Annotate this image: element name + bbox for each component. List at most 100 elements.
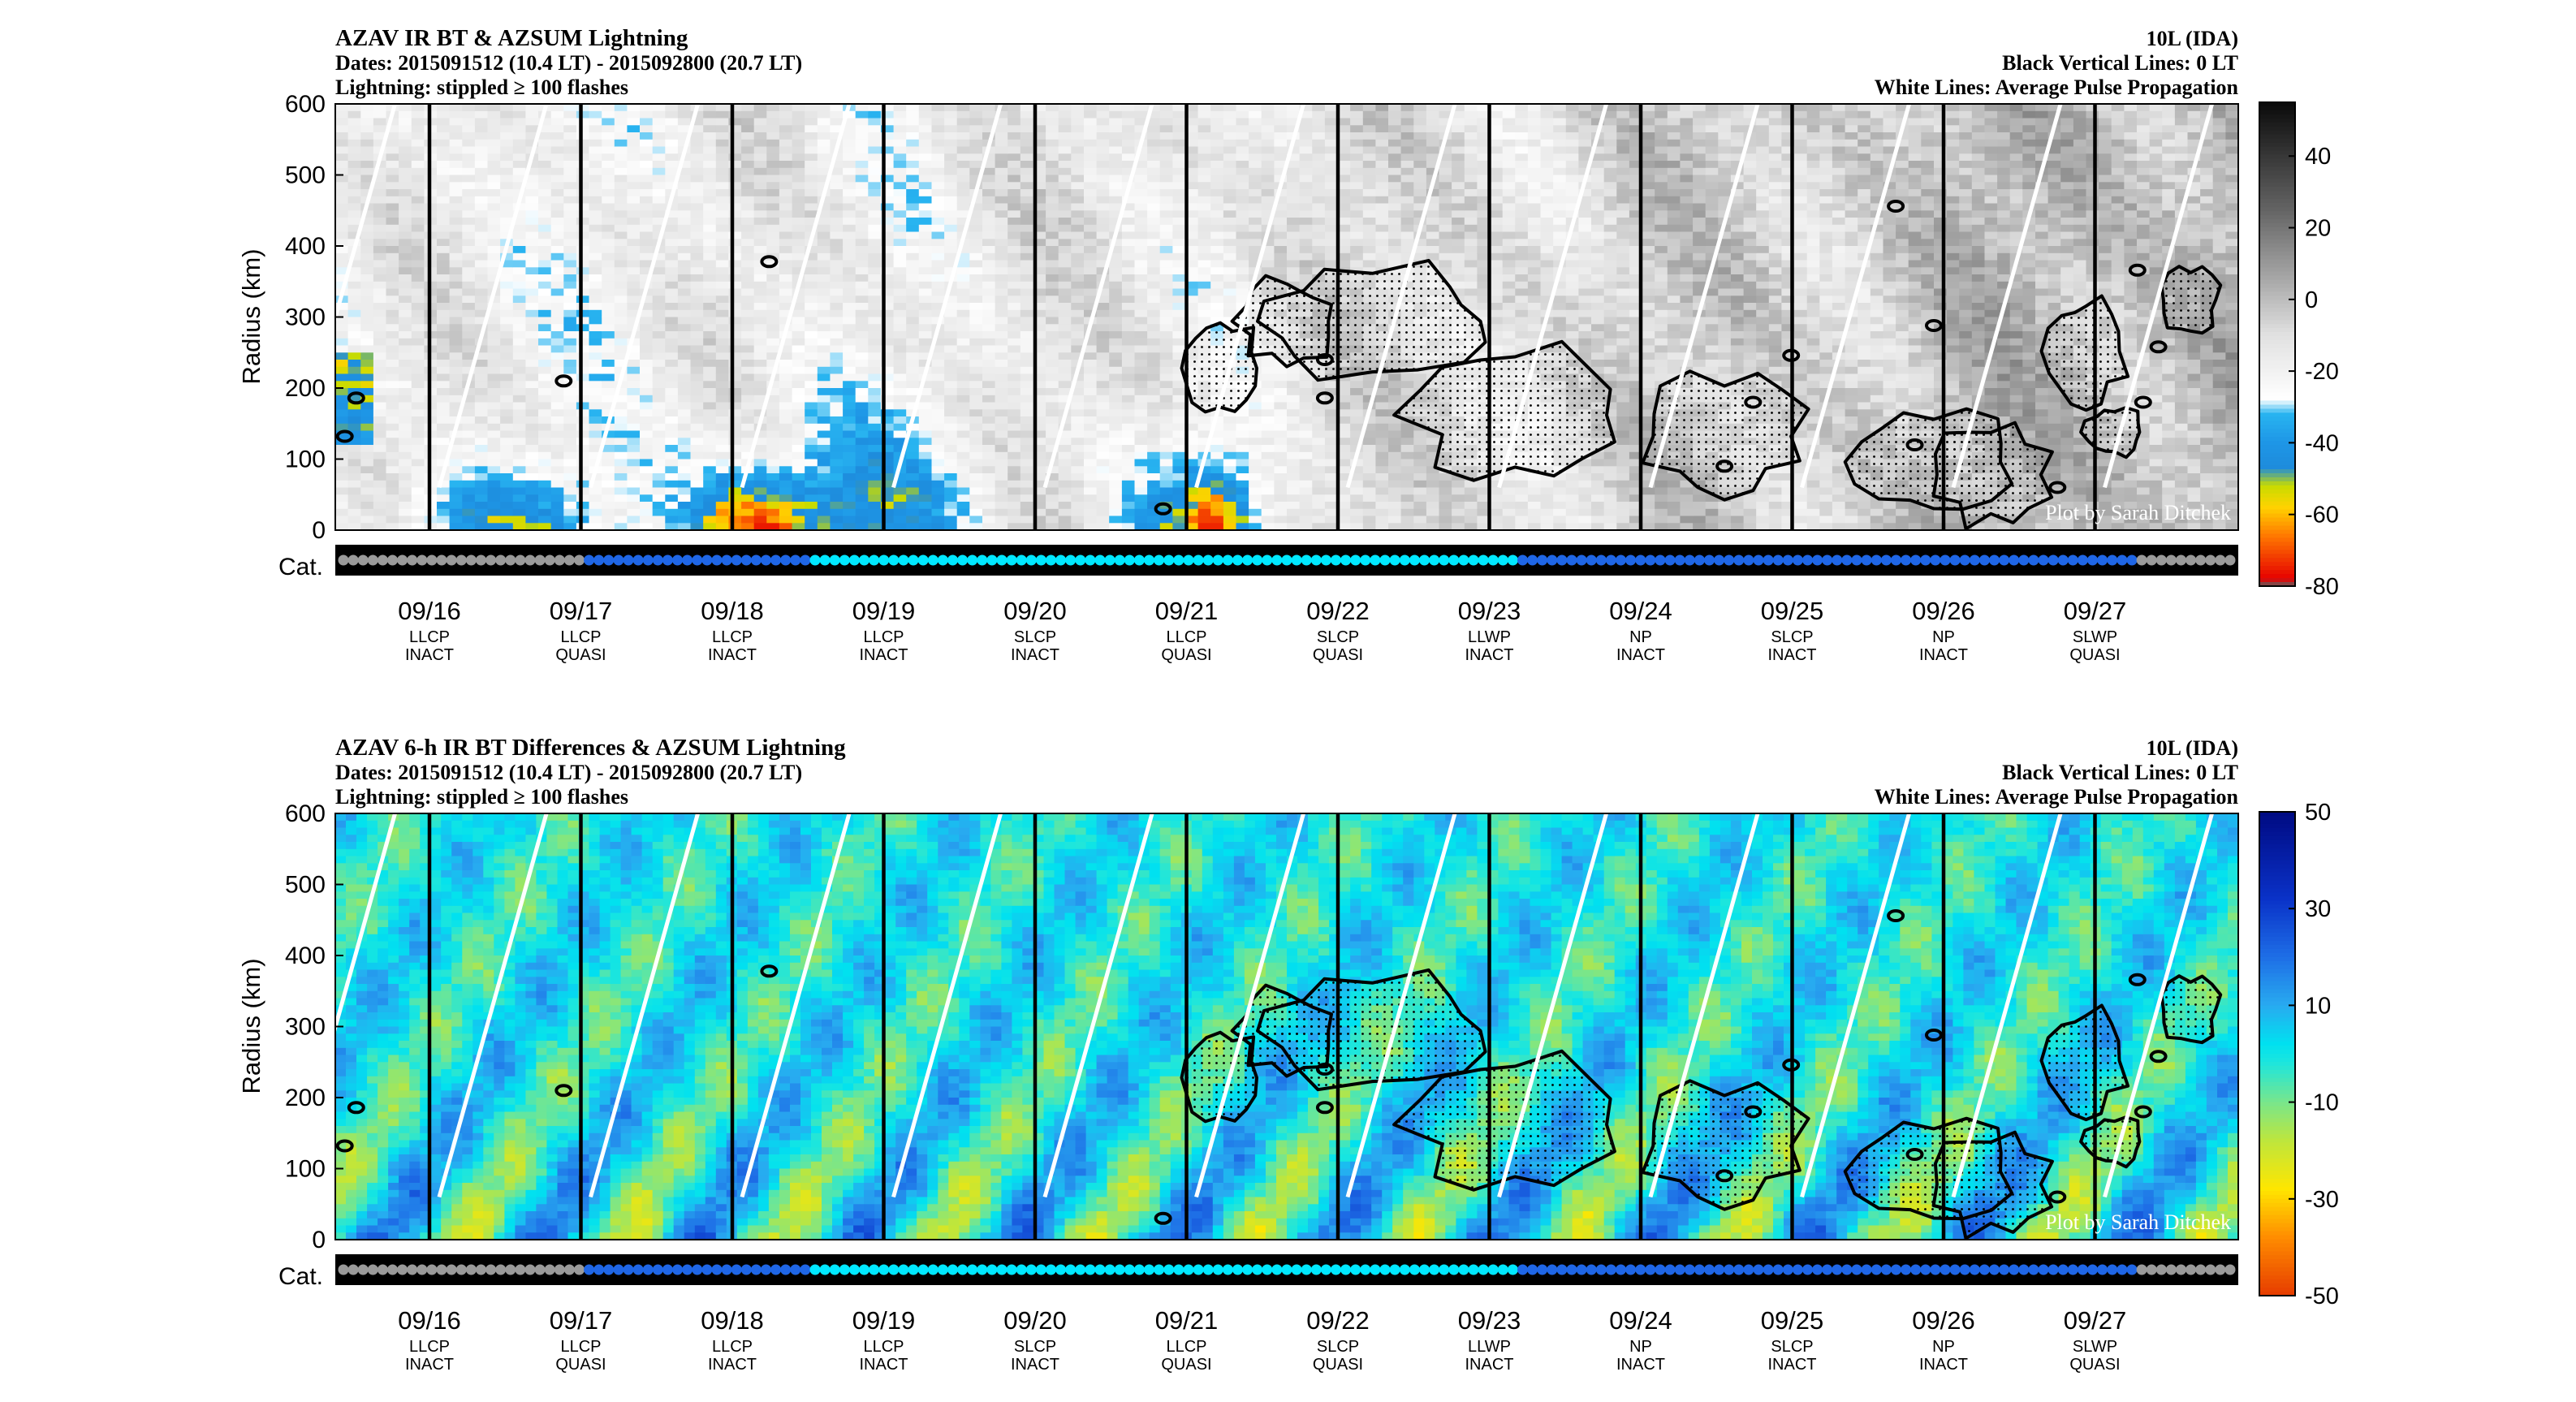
colorbar-swatch bbox=[2259, 271, 2295, 277]
category-dot bbox=[731, 554, 742, 566]
category-dot bbox=[1468, 554, 1479, 566]
category-dot bbox=[1350, 1264, 1361, 1275]
colorbar-swatch bbox=[2259, 521, 2295, 527]
colorbar-swatch bbox=[2259, 1077, 2295, 1083]
lightning-ring bbox=[2128, 263, 2147, 277]
lightning-ring bbox=[1905, 438, 1924, 451]
category-dot bbox=[1144, 1264, 1154, 1275]
category-dot bbox=[1163, 554, 1175, 566]
category-dot bbox=[1301, 1264, 1312, 1275]
category-dot bbox=[1350, 554, 1361, 566]
y-ticks: 600 500 400 300 200 100 0 bbox=[285, 800, 343, 1253]
colorbar-swatch bbox=[2259, 1001, 2295, 1006]
storm-label: 10L (IDA) bbox=[2147, 27, 2238, 50]
colorbar-swatch bbox=[2259, 968, 2295, 974]
category-dot bbox=[1173, 554, 1184, 566]
colorbar-swatch bbox=[2259, 1065, 2295, 1071]
category-dot bbox=[1880, 1264, 1892, 1275]
category-dot bbox=[652, 1264, 663, 1275]
colorbar-swatch bbox=[2259, 199, 2295, 204]
lightning-ring bbox=[1887, 909, 1905, 922]
pulse-propagation-line bbox=[589, 813, 701, 1198]
colorbar-swatch bbox=[2259, 304, 2295, 308]
colorbar-swatch bbox=[2259, 170, 2295, 175]
lightning-ring bbox=[554, 374, 573, 388]
category-dot bbox=[1635, 1264, 1646, 1275]
category-dot bbox=[1478, 1264, 1489, 1275]
pulse-propagation-line bbox=[1951, 813, 2063, 1198]
colorbar-swatch bbox=[2259, 472, 2295, 478]
category-dot bbox=[2205, 1264, 2216, 1275]
colorbar-swatch bbox=[2259, 852, 2295, 857]
x-pulse-label: NP bbox=[1932, 1338, 1955, 1356]
category-dot bbox=[2009, 554, 2020, 566]
category-dot bbox=[1439, 1264, 1450, 1275]
category-dot bbox=[809, 1264, 821, 1275]
category-dot bbox=[1940, 554, 1951, 566]
category-dot bbox=[1949, 1264, 1961, 1275]
category-dot bbox=[917, 554, 929, 566]
category-dot bbox=[957, 554, 969, 566]
category-dot bbox=[1792, 554, 1803, 566]
colorbar-swatch bbox=[2259, 1223, 2295, 1228]
colorbar-swatch bbox=[2259, 921, 2295, 925]
x-pulse-label: SLCP bbox=[1771, 1338, 1813, 1356]
category-dot bbox=[888, 554, 900, 566]
category-dot bbox=[1144, 554, 1154, 566]
category-dot bbox=[1173, 1264, 1184, 1275]
category-dot bbox=[1655, 1264, 1666, 1275]
overlay-ir-bt bbox=[335, 104, 2223, 530]
colorbar-swatch bbox=[2259, 287, 2295, 293]
category-dot bbox=[1969, 554, 1980, 566]
colorbar-swatch bbox=[2259, 223, 2295, 228]
lightning-contour bbox=[2160, 974, 2223, 1045]
category-dot bbox=[1812, 554, 1823, 566]
lightning-ring bbox=[1315, 1101, 1334, 1115]
x-state-label: QUASI bbox=[1313, 646, 1363, 664]
category-dot bbox=[1075, 554, 1086, 566]
colorbar-swatch bbox=[2259, 429, 2295, 434]
category-dot bbox=[2057, 1264, 2069, 1275]
x-date-label: 09/18 bbox=[701, 1306, 764, 1335]
category-dot bbox=[436, 1264, 447, 1275]
colorbar-swatch bbox=[2259, 1037, 2295, 1042]
category-dot bbox=[1046, 1264, 1056, 1275]
category-dot bbox=[1497, 1264, 1508, 1275]
category-dot bbox=[908, 1264, 919, 1275]
colorbar-swatch bbox=[2259, 819, 2295, 825]
colorbar-swatch bbox=[2259, 1134, 2295, 1139]
colorbar-swatch bbox=[2259, 558, 2295, 563]
colorbar-swatch bbox=[2259, 1050, 2295, 1055]
category-dot bbox=[1094, 554, 1106, 566]
colorbar-swatch bbox=[2259, 489, 2295, 494]
category-dot bbox=[1232, 554, 1243, 566]
x-state-label: INACT bbox=[1616, 1356, 1665, 1374]
pulse-propagation-line bbox=[891, 813, 1003, 1198]
colorbar-tick-label: -20 bbox=[2305, 359, 2339, 385]
colorbar-swatch bbox=[2259, 344, 2295, 349]
category-dot bbox=[1595, 1264, 1607, 1275]
x-state-label: INACT bbox=[1011, 1356, 1059, 1374]
x-axis-labels: 09/16LLCPINACT09/17LLCPQUASI09/18LLCPINA… bbox=[398, 1306, 2126, 1374]
colorbar-swatch bbox=[2259, 505, 2295, 511]
colorbar-swatch bbox=[2259, 126, 2295, 132]
category-dot bbox=[937, 554, 948, 566]
category-dot bbox=[1389, 554, 1400, 566]
category-dot bbox=[1242, 554, 1253, 566]
colorbar-swatch bbox=[2259, 1292, 2295, 1296]
category-dot bbox=[2038, 1264, 2049, 1275]
category-dot bbox=[485, 1264, 497, 1275]
colorbar-swatch bbox=[2259, 1146, 2295, 1151]
category-dot bbox=[692, 554, 703, 566]
x-date-label: 09/16 bbox=[398, 1306, 461, 1335]
colorbar-swatch bbox=[2259, 574, 2295, 579]
category-dot bbox=[917, 1264, 929, 1275]
category-dot bbox=[1360, 1264, 1371, 1275]
category-dot bbox=[1193, 1264, 1204, 1275]
colorbar-swatch bbox=[2259, 1061, 2295, 1067]
category-dot bbox=[1497, 554, 1508, 566]
x-state-label: INACT bbox=[1465, 646, 1514, 664]
category-dot bbox=[1320, 1264, 1331, 1275]
category-dot bbox=[1075, 1264, 1086, 1275]
colorbar-swatch bbox=[2259, 372, 2295, 377]
